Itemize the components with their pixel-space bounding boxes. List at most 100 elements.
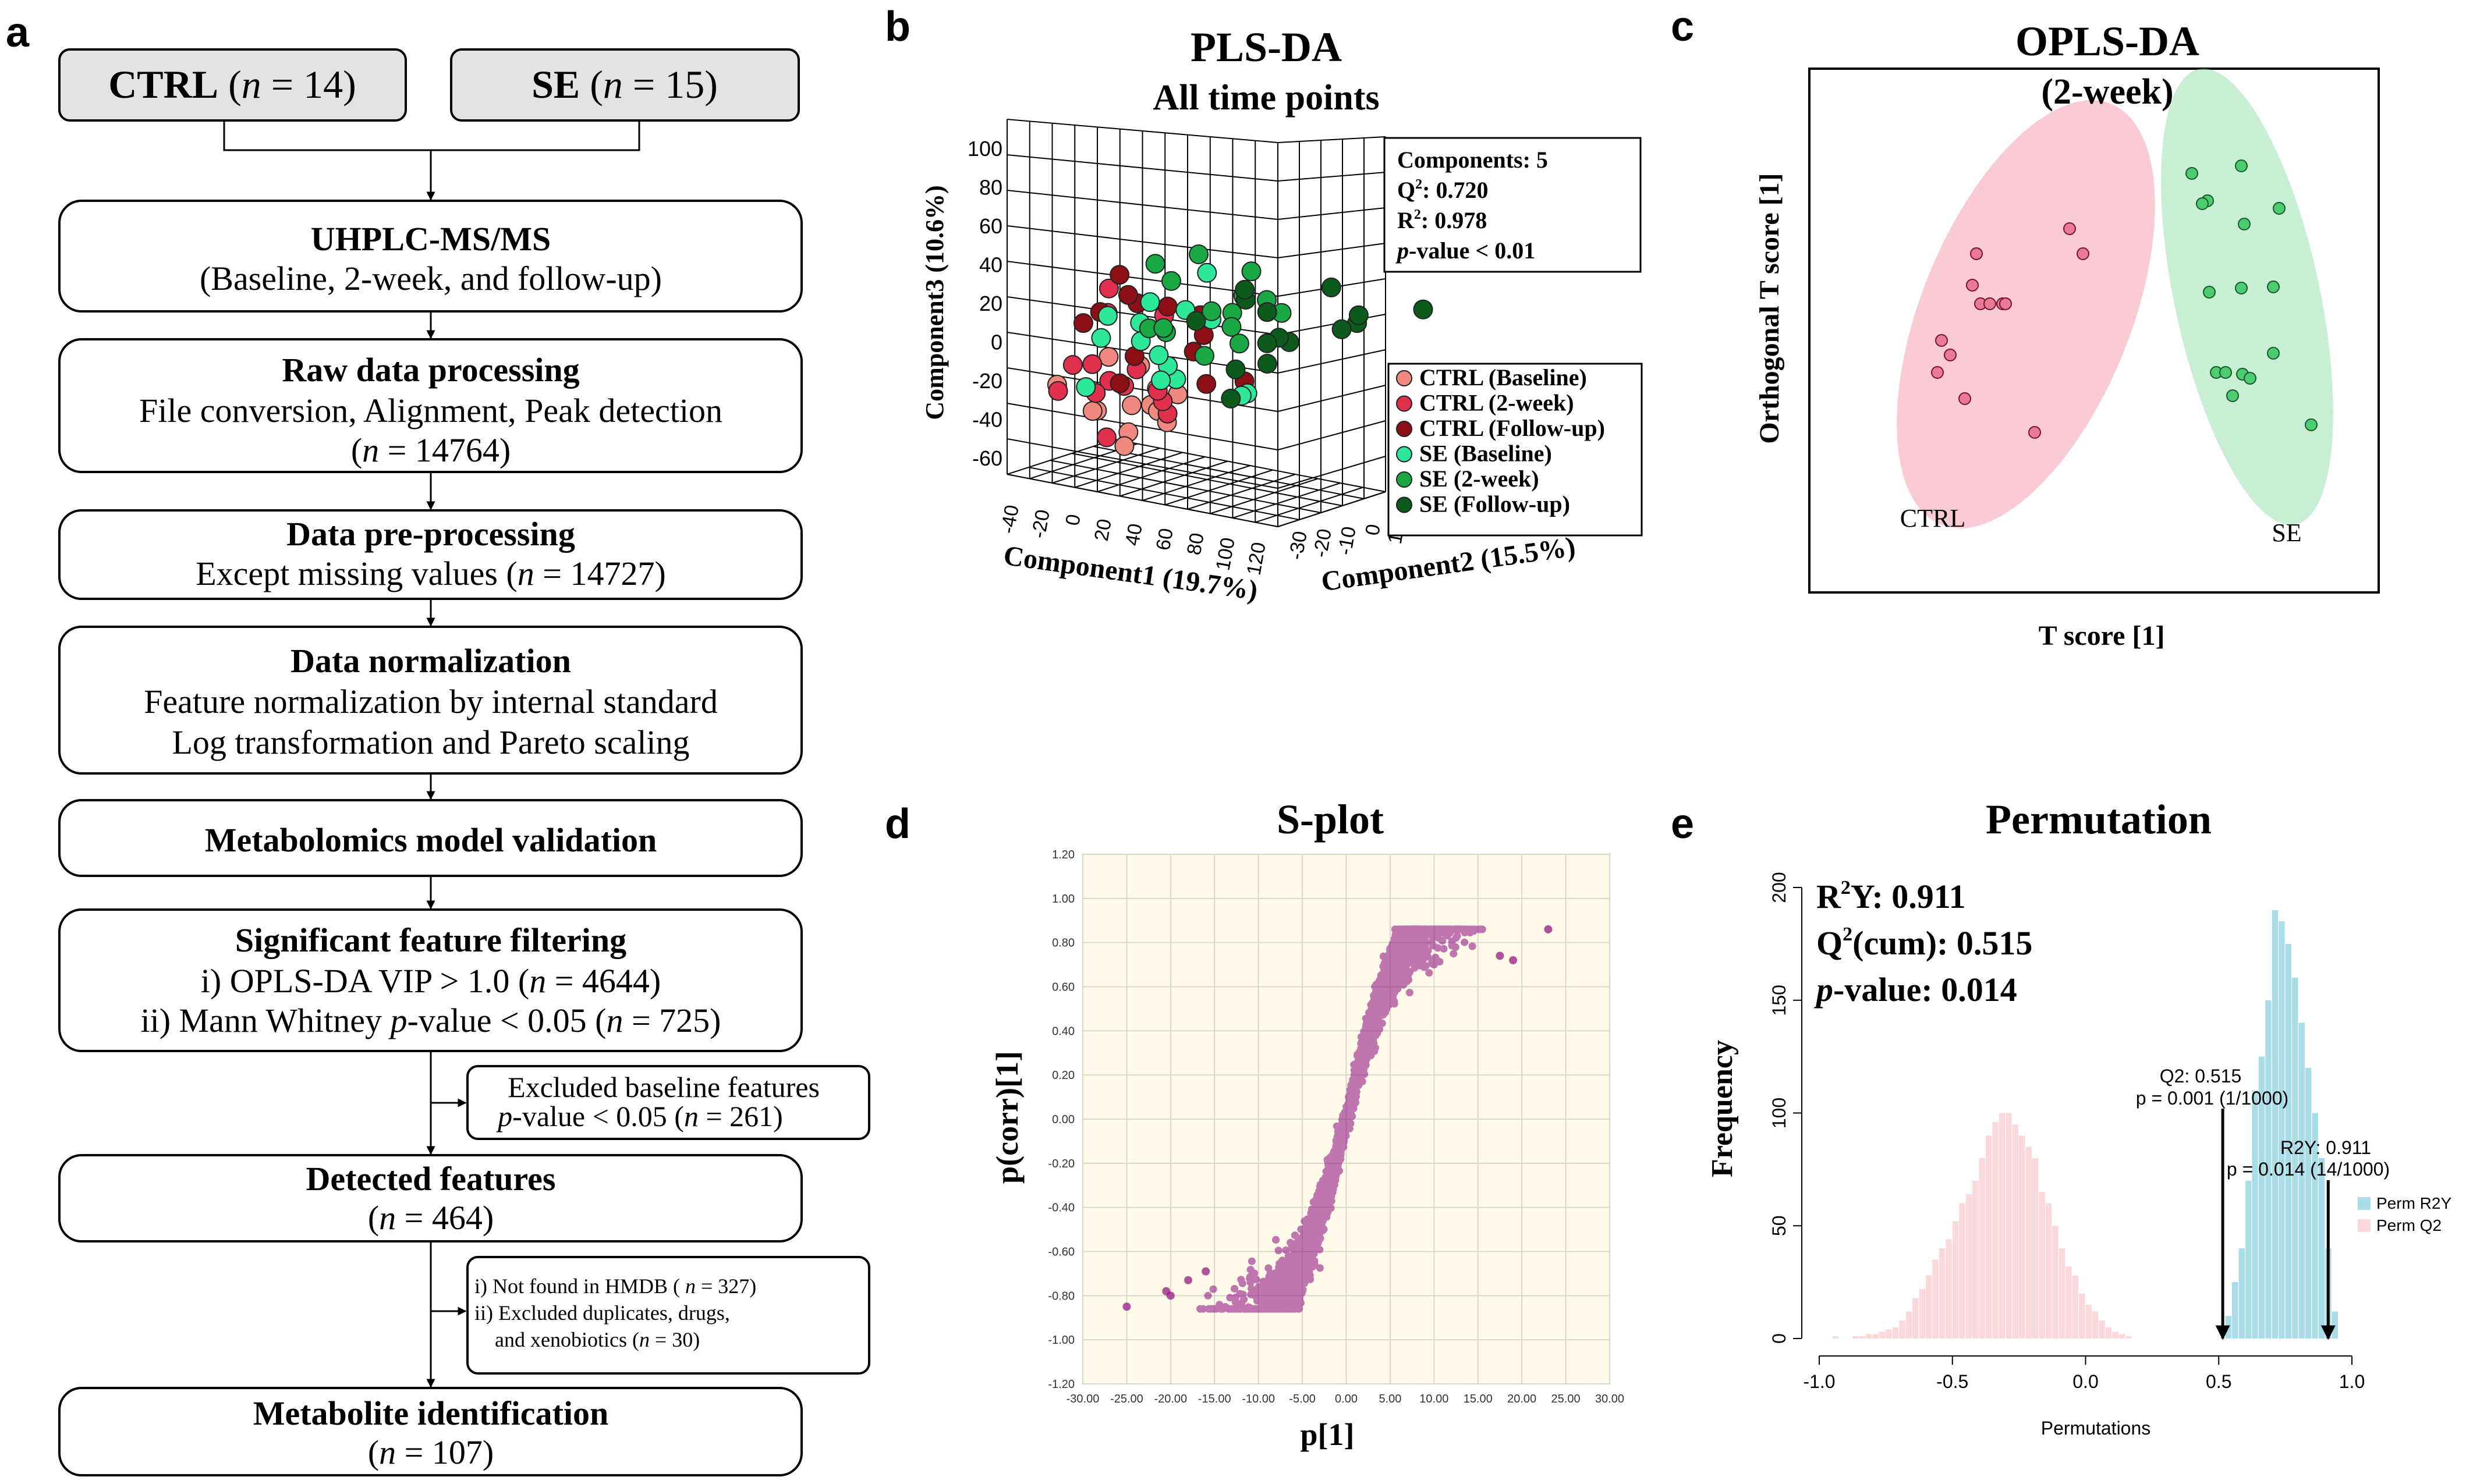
oplsda-se-point xyxy=(2185,167,2198,180)
perm-bar xyxy=(1832,1336,1839,1339)
perm-bar xyxy=(2059,1248,2065,1339)
perm-bar xyxy=(2258,1056,2265,1339)
splot-outlier-point xyxy=(1496,952,1504,960)
plsda-grid-line xyxy=(1277,456,1386,489)
plsda-legend-marker xyxy=(1396,421,1412,437)
preproc-title: Data pre-processing xyxy=(286,515,575,553)
perm-bar xyxy=(2272,910,2279,1339)
perm-y-tick: 150 xyxy=(1769,985,1790,1016)
permutation-stats: R2Y: 0.911 Q2(cum): 0.515 p-value: 0.014 xyxy=(1813,877,2032,1009)
plsda-point xyxy=(1153,318,1174,338)
perm-bar xyxy=(1892,1327,1899,1339)
plsda-grid-line xyxy=(1187,474,1296,510)
panel-label-c: c xyxy=(1671,3,1694,50)
perm-bar xyxy=(2245,1180,2252,1339)
plsda-point xyxy=(1221,317,1242,337)
filtering-line2: ii) Mann Whitney p-value < 0.05 (n = 725… xyxy=(140,1002,721,1039)
perm-bar xyxy=(2118,1334,2125,1339)
perm-y-ticks: 0 50 100 150 200 xyxy=(1769,872,1790,1344)
oplsda-se-point xyxy=(2273,202,2286,215)
oplsda-ctrl-point xyxy=(1970,247,1983,260)
plsda-grid-line xyxy=(1277,172,1386,182)
panel-label-d: d xyxy=(885,801,910,847)
plsda-x-ticks: -40 -20 0 20 40 60 80 100 120 xyxy=(997,503,1270,577)
oplsda-ctrl-point xyxy=(1944,349,1957,361)
splot-y-tick: 1.00 xyxy=(1052,893,1075,906)
perm-bar xyxy=(2039,1192,2045,1339)
plsda-x-tick: 60 xyxy=(1152,527,1178,552)
splot-outlier-point xyxy=(1184,1276,1192,1284)
oplsda-se-point xyxy=(2267,347,2280,360)
plsda-points xyxy=(1047,244,1433,456)
plsda-legend-marker xyxy=(1396,471,1412,488)
plsda-stat-p: p-value < 0.01 xyxy=(1395,237,1535,264)
plsda-legend-item: CTRL (2-week) xyxy=(1419,390,1574,416)
perm-bar xyxy=(1992,1122,1999,1339)
plsda-legend-item: SE (Baseline) xyxy=(1419,441,1552,467)
plsda-z-tick: 60 xyxy=(979,214,1002,238)
plsda-point xyxy=(1082,354,1103,374)
plsda-stat-components: Components: 5 xyxy=(1397,147,1548,173)
plsda-grid-line xyxy=(1277,207,1386,220)
splot-title: S-plot xyxy=(1277,796,1384,843)
plsda-y-ticks: -30-20-10010 xyxy=(1285,520,1409,562)
perm-q2-annot1: Q2: 0.515 xyxy=(2160,1066,2242,1087)
perm-bar xyxy=(2085,1304,2092,1339)
plsda-z-tick: -60 xyxy=(972,446,1002,470)
perm-y-tick: 0 xyxy=(1769,1333,1790,1344)
perm-r2-annot2: p = 0.014 (14/1000) xyxy=(2227,1159,2390,1180)
ctrl-box-text: CTRL (n = 14) xyxy=(108,62,356,106)
plsda-x-tick: -20 xyxy=(1028,508,1054,540)
norm-line2: Log transformation and Pareto scaling xyxy=(172,723,689,761)
plsda-grid-line xyxy=(1210,478,1319,514)
plsda-point xyxy=(1197,262,1217,283)
plsda-stats-box xyxy=(1383,137,1642,273)
plsda-grid-line xyxy=(1277,243,1386,258)
plsda-point xyxy=(1331,319,1352,339)
uhplc-line1: (Baseline, 2-week, and follow-up) xyxy=(200,260,662,297)
se-box-text: SE (n = 15) xyxy=(532,62,718,106)
perm-bar xyxy=(2025,1146,2032,1339)
plsda-point xyxy=(1235,279,1255,300)
plsda-grid-line xyxy=(1052,448,1160,484)
oplsda-ctrl-point xyxy=(2077,247,2089,260)
splot-x-tick: -20.00 xyxy=(1154,1393,1187,1405)
perm-bar xyxy=(2292,978,2298,1339)
perm-bar xyxy=(2238,1248,2245,1339)
plsda-grid-line xyxy=(1277,314,1386,335)
detected-line1: (n = 464) xyxy=(368,1199,494,1237)
perm-bar xyxy=(2032,1158,2039,1339)
splot-x-tick: -15.00 xyxy=(1198,1393,1231,1405)
excluded-baseline-line2: p-value < 0.05 (n = 261) xyxy=(496,1100,783,1132)
perm-bar xyxy=(2225,1316,2232,1339)
oplsda-ctrl-label: CTRL xyxy=(1900,504,1965,532)
oplsda-points xyxy=(1931,159,2318,439)
perm-bar xyxy=(1952,1221,1959,1339)
plsda-point xyxy=(1241,261,1262,282)
plsda-grid-line xyxy=(1277,349,1386,374)
splot-y-tick: -0.20 xyxy=(1048,1158,1075,1170)
plsda-point xyxy=(1145,254,1165,274)
perm-bar xyxy=(2092,1311,2099,1339)
plsda-point xyxy=(1091,328,1111,348)
plsda-y-tick: -30 xyxy=(1285,530,1312,562)
plsda-z-axis-label: Component3 (10.6%) xyxy=(920,185,949,420)
plsda-point xyxy=(1110,373,1130,393)
plsda-y-tick: 0 xyxy=(1361,523,1385,537)
plsda-z-tick: 20 xyxy=(979,292,1002,315)
not-found-line1: i) Not found in HMDB ( n = 327) xyxy=(474,1274,756,1298)
perm-x-tick: -1.0 xyxy=(1803,1371,1835,1392)
perm-bar xyxy=(1965,1194,1972,1339)
perm-legend-q2: Perm Q2 xyxy=(2376,1216,2442,1234)
plsda-stat-q2: Q2: 0.720 xyxy=(1397,177,1488,203)
oplsda-panel: OPLS-DA (2-week) CTRL SE T score [1] Ort… xyxy=(1754,18,2380,651)
permutation-panel: Permutation R2Y: 0.911 Q2(cum): 0.515 p-… xyxy=(1706,796,2451,1439)
plsda-z-tick: 80 xyxy=(979,176,1002,200)
perm-bar xyxy=(2019,1135,2025,1339)
oplsda-se-point xyxy=(2235,282,2248,294)
splot-y-tick: -0.80 xyxy=(1048,1290,1075,1302)
filtering-title: Significant feature filtering xyxy=(235,921,626,959)
splot-y-tick: 0.60 xyxy=(1052,981,1075,994)
plsda-grid-line xyxy=(1114,439,1386,492)
